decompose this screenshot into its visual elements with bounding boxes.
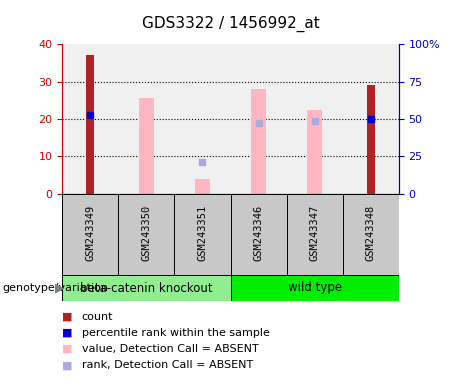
Text: GSM243347: GSM243347: [310, 205, 319, 261]
Text: percentile rank within the sample: percentile rank within the sample: [82, 328, 270, 338]
Bar: [86, 55, 95, 194]
Bar: [307, 110, 323, 194]
Text: GSM243350: GSM243350: [142, 205, 151, 261]
Bar: [230, 194, 287, 275]
Bar: [118, 194, 174, 275]
Text: GSM243349: GSM243349: [85, 205, 95, 261]
Bar: [230, 275, 399, 301]
Text: GDS3322 / 1456992_at: GDS3322 / 1456992_at: [142, 15, 319, 31]
Text: ■: ■: [62, 360, 73, 370]
Text: ■: ■: [62, 312, 73, 322]
Bar: [366, 85, 375, 194]
Bar: [287, 194, 343, 275]
Text: value, Detection Call = ABSENT: value, Detection Call = ABSENT: [82, 344, 258, 354]
Bar: [343, 194, 399, 275]
Text: ■: ■: [62, 328, 73, 338]
Text: genotype/variation: genotype/variation: [2, 283, 108, 293]
Text: ▶: ▶: [55, 281, 65, 295]
Bar: [174, 194, 230, 275]
Text: GSM243348: GSM243348: [366, 205, 376, 261]
Bar: [138, 98, 154, 194]
Bar: [251, 89, 266, 194]
Text: rank, Detection Call = ABSENT: rank, Detection Call = ABSENT: [82, 360, 253, 370]
Text: beta-catenin knockout: beta-catenin knockout: [80, 281, 213, 295]
Text: count: count: [82, 312, 113, 322]
Text: GSM243346: GSM243346: [254, 205, 264, 261]
Bar: [62, 194, 118, 275]
Text: GSM243351: GSM243351: [197, 205, 207, 261]
Bar: [195, 179, 210, 194]
Text: ■: ■: [62, 344, 73, 354]
Bar: [62, 275, 230, 301]
Text: wild type: wild type: [288, 281, 342, 295]
